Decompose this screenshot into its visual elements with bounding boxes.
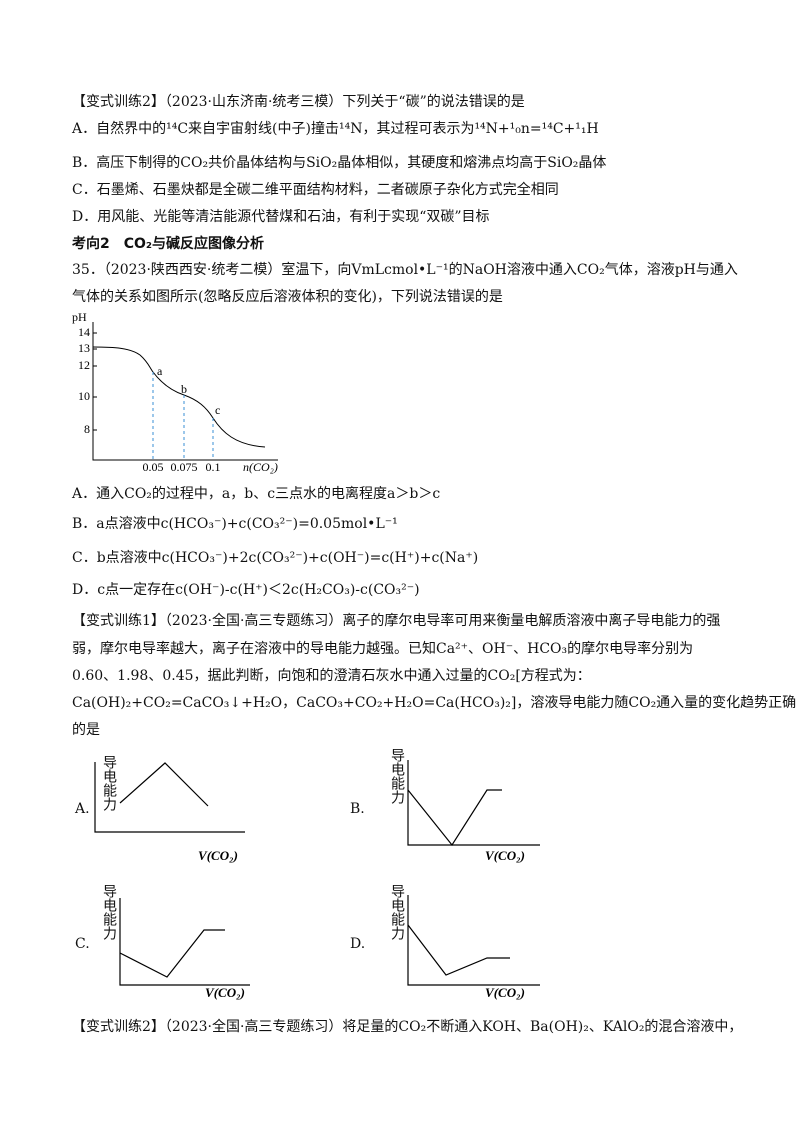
x-tick-label: 0.1: [206, 460, 221, 474]
y-tick-label: 8: [84, 422, 90, 436]
text-line: 0.60、1.98、0.45，据此判断，向饱和的澄清石灰水中通入过量的CO₂[方…: [72, 668, 591, 684]
option: B．a点溶液中c(HCO₃⁻)+c(CO₃²⁻)=0.05mol•L⁻¹: [72, 516, 398, 532]
x-axis-label: V(CO₂): [485, 985, 525, 1000]
y-tick-label: 13: [78, 341, 90, 355]
y-tick-label: 10: [78, 389, 90, 403]
y-axis-label: 导电能力: [389, 748, 405, 804]
y-axis-label: 导电能力: [101, 884, 117, 940]
y-axis-label: pH: [72, 310, 87, 324]
axes: [92, 322, 278, 461]
text-line: Ca(OH)₂+CO₂=CaCO₃↓+H₂O，CaCO₃+CO₂+H₂O=Ca(…: [72, 695, 797, 711]
text-line: A．自然界中的¹⁴C来自宇宙射线(中子)撞击¹⁴N，其过程可表示为¹⁴N+¹₀n…: [72, 121, 599, 137]
option: C．b点溶液中c(HCO₃⁻)+2c(CO₃²⁻)+c(OH⁻)=c(H⁺)+c…: [72, 550, 479, 566]
text-line: 【变式训练1】（2023·全国·高三专题练习）离子的摩尔电导率可用来衡量电解质溶…: [72, 613, 721, 629]
ph-curve: [92, 346, 266, 448]
point-label: a: [157, 364, 163, 378]
x-axis-label: V(CO₂): [205, 985, 245, 1000]
x-tick-label: 0.05: [143, 460, 164, 474]
option: A．通入CO₂的过程中，a，b、c三点水的电离程度a＞b＞c: [72, 486, 441, 502]
option-letter: D.: [350, 936, 366, 952]
section-heading: 考向2 CO₂与碱反应图像分析: [72, 236, 265, 252]
point-label: b: [181, 382, 187, 396]
x-axis-label: V(CO₂): [485, 848, 525, 863]
text-line: D．用风能、光能等清洁能源代替煤和石油，有利于实现“双碳”目标: [72, 209, 490, 225]
text-line: 【变式训练2】（2023·山东济南·统考三模）下列关于“碳”的说法错误的是: [72, 94, 525, 110]
y-axis-label: 导电能力: [389, 884, 405, 940]
text-line: C．石墨烯、石墨炔都是全碳二维平面结构材料，二者碳原子杂化方式完全相同: [72, 182, 559, 198]
text-line: 35．（2023·陕西西安·统考二模）室温下，向VmLcmol•L⁻¹的NaOH…: [72, 262, 738, 278]
option-letter: C.: [75, 936, 90, 952]
text-line: B．高压下制得的CO₂共价晶体结构与SiO₂晶体相似，其硬度和熔沸点均高于SiO…: [72, 155, 607, 171]
text-line: 的是: [72, 722, 100, 738]
x-tick-label: 0.075: [171, 460, 198, 474]
text-line: 【变式训练2】（2023·全国·高三专题练习）将足量的CO₂不断通入KOH、Ba…: [72, 1019, 743, 1035]
text-line: 气体的关系如图所示(忽略反应后溶液体积的变化)，下列说法错误的是: [72, 289, 503, 305]
y-tick-label: 12: [78, 358, 90, 372]
x-axis-label: n(CO₂): [243, 460, 278, 474]
x-axis-label: V(CO₂): [198, 848, 238, 863]
point-label: c: [215, 403, 220, 417]
text-line: 弱，摩尔电导率越大，离子在溶液中的导电能力越强。已知Ca²⁺、OH⁻、HCO₃的…: [72, 641, 694, 657]
option-letter: A.: [75, 801, 90, 817]
option-letter: B.: [350, 801, 365, 817]
option: D．c点一定存在c(OH⁻)-c(H⁺)＜2c(H₂CO₃)-c(CO₃²⁻): [72, 582, 420, 598]
y-axis-label: 导电能力: [101, 755, 117, 811]
y-tick-label: 14: [78, 325, 90, 339]
